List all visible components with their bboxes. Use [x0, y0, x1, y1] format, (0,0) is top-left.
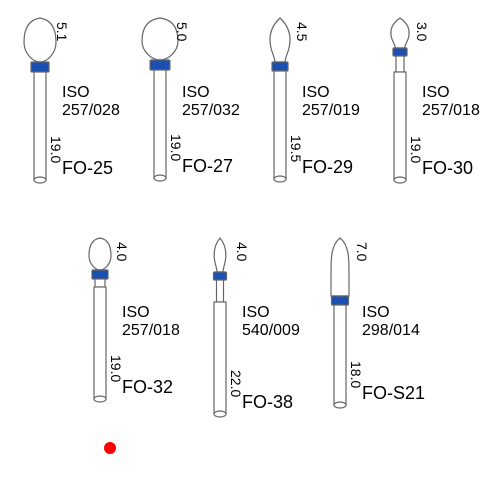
head-size-label: 4.5 [294, 22, 310, 41]
iso-label: ISO257/018 [422, 84, 480, 121]
bur-fo-s21: 7.0ISO298/01418.0FO-S21 [320, 236, 440, 451]
head-size-label: 4.0 [114, 242, 130, 261]
iso-label: ISO257/018 [122, 304, 180, 341]
iso-label: ISO540/009 [242, 304, 300, 341]
head-size-label: 4.0 [234, 242, 250, 261]
iso-label: ISO257/019 [302, 84, 360, 121]
red-dot-marker [104, 442, 116, 454]
product-code: FO-32 [122, 377, 173, 398]
head-size-label: 3.0 [414, 22, 430, 41]
bur-fo-30: 3.0ISO257/01819.0FO-30 [380, 16, 500, 231]
iso-label: ISO257/032 [182, 84, 240, 121]
iso-label: ISO298/014 [362, 304, 420, 341]
product-code: FO-30 [422, 158, 473, 179]
product-code: FO-29 [302, 157, 353, 178]
head-size-label: 5.0 [174, 22, 190, 41]
bur-fo-27: 5.0ISO257/03219.0FO-27 [140, 16, 260, 231]
product-code: FO-27 [182, 156, 233, 177]
product-code: FO-38 [242, 392, 293, 413]
bur-fo-29: 4.5ISO257/01919.5FO-29 [260, 16, 380, 231]
iso-label: ISO257/028 [62, 84, 120, 121]
head-size-label: 7.0 [354, 242, 370, 261]
bur-fo-25: 5.1ISO257/02819.0FO-25 [20, 16, 140, 231]
product-code: FO-25 [62, 158, 113, 179]
bur-fo-32: 4.0ISO257/01819.0FO-32 [80, 236, 200, 451]
product-code: FO-S21 [362, 383, 425, 404]
bur-fo-38: 4.0ISO540/00922.0FO-38 [200, 236, 320, 451]
head-size-label: 5.1 [54, 22, 70, 41]
